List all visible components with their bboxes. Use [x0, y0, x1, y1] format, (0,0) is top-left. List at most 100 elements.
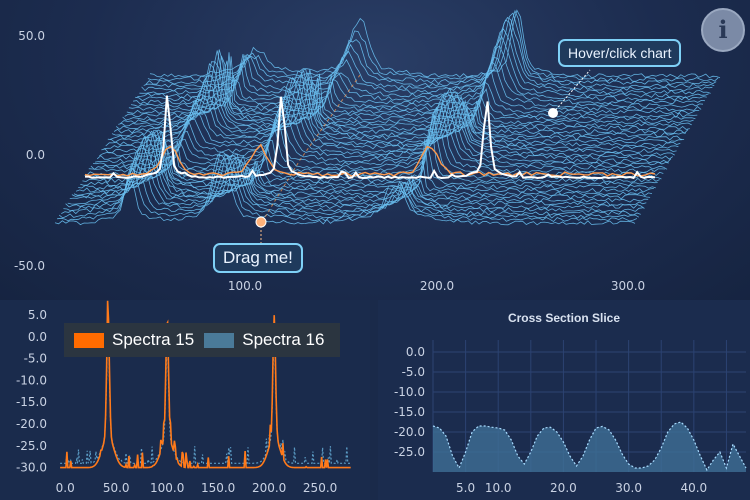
spectra-x-tick: 100.0 [150, 481, 184, 495]
waterfall-slice [124, 55, 698, 118]
waterfall-slice [80, 131, 658, 187]
waterfall-slice [67, 136, 647, 206]
spectra-y-tick: 5.0 [28, 308, 47, 322]
spectra-x-tick: 50.0 [103, 481, 130, 495]
cs-area-line [432, 421, 747, 472]
white-slice-line [85, 95, 656, 180]
cs-x-tick: 5.0 [456, 481, 475, 495]
drag-me-callout[interactable]: Drag me! [213, 243, 303, 273]
waterfall-slice [135, 45, 707, 102]
spectra-y-tick: 0.0 [28, 330, 47, 344]
cs-y-tick: -5.0 [402, 365, 425, 379]
cross-section-axes: 0.0 -5.0 -10.0 -15.0 -20.0 -25.0 5.0 10.0 20.0 30… [394, 345, 707, 495]
cs-y-tick: 0.0 [406, 345, 425, 359]
waterfall-slice [126, 60, 700, 115]
cs-y-tick: -25.0 [394, 445, 425, 459]
cs-x-tick: 20.0 [550, 481, 577, 495]
white-slice [85, 95, 656, 180]
spectra-x-tick: 150.0 [201, 481, 235, 495]
waterfall-slice [75, 136, 654, 193]
waterfall-slice [103, 77, 679, 151]
drag-handle[interactable] [255, 216, 267, 228]
spectra-y-tick: -5.0 [24, 352, 47, 366]
waterfall-y-tick: 50.0 [18, 29, 45, 43]
spectra-legend: Spectra 15 Spectra 16 [64, 323, 341, 357]
waterfall-slice [82, 128, 660, 183]
legend-item-spectra-16[interactable]: Spectra 16 [204, 330, 324, 350]
waterfall-slice [61, 154, 641, 216]
waterfall-slice [109, 69, 685, 141]
waterfall-slice [118, 61, 692, 128]
spectra-x-tick: 200.0 [252, 481, 286, 495]
cs-y-tick: -20.0 [394, 425, 425, 439]
spectra-y-tick: -15.0 [16, 395, 47, 409]
legend-label-16: Spectra 16 [242, 330, 325, 349]
waterfall-slice [54, 153, 636, 226]
spectra-line-spectra-15 [60, 300, 351, 469]
spectra-chart[interactable]: 5.0 0.0 -5.0 -10.0 -15.0 -20.0 -25.0 -30.0 0.0 50… [0, 300, 370, 500]
waterfall-axes: 50.0 0.0 -50.0 100.0 200.0 300.0 [14, 29, 645, 293]
orange-diagonal-cut [261, 74, 361, 223]
series-spectra-15 [60, 300, 351, 469]
waterfall-slice [69, 134, 649, 203]
waterfall-slice [145, 12, 717, 85]
waterfall-slice [130, 56, 704, 108]
info-button[interactable]: i [701, 8, 745, 52]
cross-section-area [432, 421, 747, 472]
waterfall-panel[interactable]: 50.0 0.0 -50.0 100.0 200.0 300.0 Drag me! Hov… [0, 0, 750, 300]
spectra-line-spectra-16 [60, 331, 351, 466]
waterfall-slice [128, 52, 702, 112]
cross-section-title: Cross Section Slice [507, 311, 621, 325]
waterfall-y-tick: 0.0 [26, 148, 45, 162]
waterfall-slice [147, 9, 719, 82]
spectra-y-tick: -30.0 [16, 461, 47, 475]
spectra-axes: 5.0 0.0 -5.0 -10.0 -15.0 -20.0 -25.0 -30.0 0.0 50… [16, 308, 337, 495]
cs-area-fill [433, 422, 746, 472]
cross-section-panel[interactable]: 0.0 -5.0 -10.0 -15.0 -20.0 -25.0 5.0 10.0 20.0 30… [378, 300, 750, 500]
waterfall-slice [78, 130, 656, 190]
waterfall-slice [120, 50, 694, 125]
cs-x-tick: 10.0 [485, 481, 512, 495]
spectra-x-tick: 250.0 [303, 481, 337, 495]
legend-swatch-16 [204, 332, 235, 348]
waterfall-slice [111, 68, 687, 138]
waterfall-x-tick: 300.0 [611, 279, 645, 293]
waterfall-slice [113, 72, 689, 134]
waterfall-slice [92, 95, 670, 167]
legend-item-spectra-15[interactable]: Spectra 15 [74, 330, 194, 350]
waterfall-chart[interactable]: 50.0 0.0 -50.0 100.0 200.0 300.0 [0, 0, 750, 300]
cs-x-tick: 40.0 [680, 481, 707, 495]
waterfall-slice [57, 151, 638, 223]
waterfall-slice [86, 106, 664, 177]
cs-x-tick: 30.0 [615, 481, 642, 495]
cs-y-tick: -10.0 [394, 385, 425, 399]
waterfall-x-tick: 200.0 [420, 279, 454, 293]
waterfall-slice [58, 153, 640, 219]
waterfall-slice [90, 103, 668, 170]
waterfall-slice [105, 77, 681, 148]
spectra-y-tick: -25.0 [16, 439, 47, 453]
waterfall-slice [73, 130, 653, 197]
hover-pointer-stem [552, 69, 591, 114]
series-spectra-16 [60, 331, 351, 466]
spectra-y-tick: -20.0 [16, 417, 47, 431]
cross-section-chart[interactable]: 0.0 -5.0 -10.0 -15.0 -20.0 -25.0 5.0 10.0 20.0 30… [378, 300, 750, 500]
cs-y-tick: -15.0 [394, 405, 425, 419]
legend-swatch-15 [74, 332, 104, 348]
legend-label-15: Spectra 15 [112, 330, 195, 349]
waterfall-slice [115, 63, 690, 131]
waterfall-x-tick: 100.0 [228, 279, 262, 293]
waterfall-slice [95, 92, 672, 164]
waterfall-slice [107, 70, 683, 144]
spectra-y-tick: -10.0 [16, 373, 47, 387]
spectra-x-tick: 0.0 [56, 481, 75, 495]
waterfall-slice [99, 94, 675, 157]
waterfall-slice [101, 88, 677, 154]
waterfall-y-tick: -50.0 [14, 259, 45, 273]
waterfall-slice [65, 135, 645, 209]
waterfall-slice [96, 87, 674, 161]
hover-point[interactable] [548, 108, 558, 118]
waterfall-lines [54, 9, 721, 226]
waterfall-slice [71, 130, 651, 200]
waterfall-slice [122, 49, 696, 121]
